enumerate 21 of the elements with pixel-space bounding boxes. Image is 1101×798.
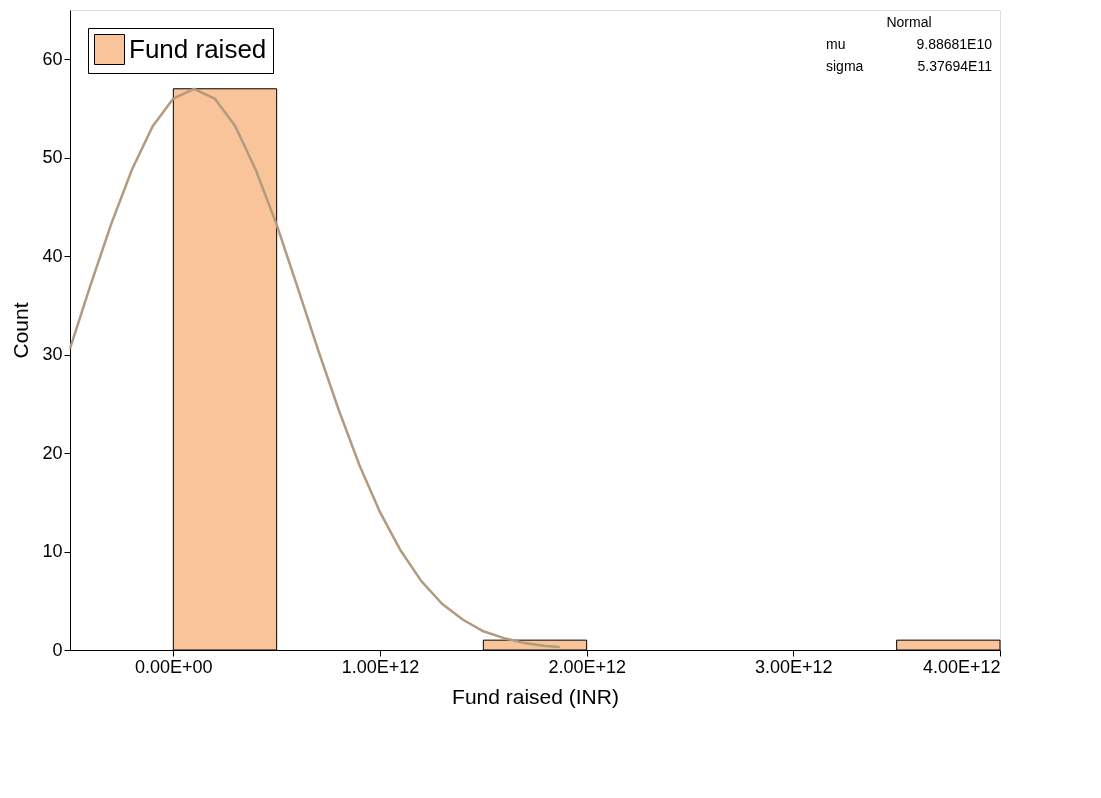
x-tick-label: 2.00E+12 bbox=[548, 656, 626, 677]
annotation: sigma bbox=[826, 58, 864, 74]
y-tick-label: 0 bbox=[52, 639, 63, 660]
y-tick-label: 20 bbox=[42, 442, 63, 463]
x-axis-title: Fund raised (INR) bbox=[452, 684, 619, 708]
y-tick-label: 10 bbox=[42, 541, 63, 562]
x-tick-label: 1.00E+12 bbox=[341, 656, 420, 677]
x-tick-label: 4.00E+12 bbox=[922, 656, 1001, 677]
y-tick-label: 50 bbox=[42, 147, 63, 168]
annotation: Normal bbox=[886, 14, 932, 30]
line-series bbox=[68, 87, 562, 649]
x-tick-label: 0.00E+00 bbox=[135, 656, 213, 677]
x-tick-label: 3.00E+12 bbox=[755, 656, 833, 677]
annotation: mu bbox=[826, 36, 846, 52]
y-axis-title: Count bbox=[9, 302, 33, 359]
legend-label: Fund raised bbox=[129, 33, 267, 64]
y-tick-label: 60 bbox=[42, 48, 63, 69]
annotation: 9.88681E10 bbox=[916, 36, 993, 52]
y-tick-label: 40 bbox=[42, 245, 63, 266]
y-tick-label: 30 bbox=[42, 344, 63, 365]
annotation: 5.37694E11 bbox=[917, 58, 993, 74]
